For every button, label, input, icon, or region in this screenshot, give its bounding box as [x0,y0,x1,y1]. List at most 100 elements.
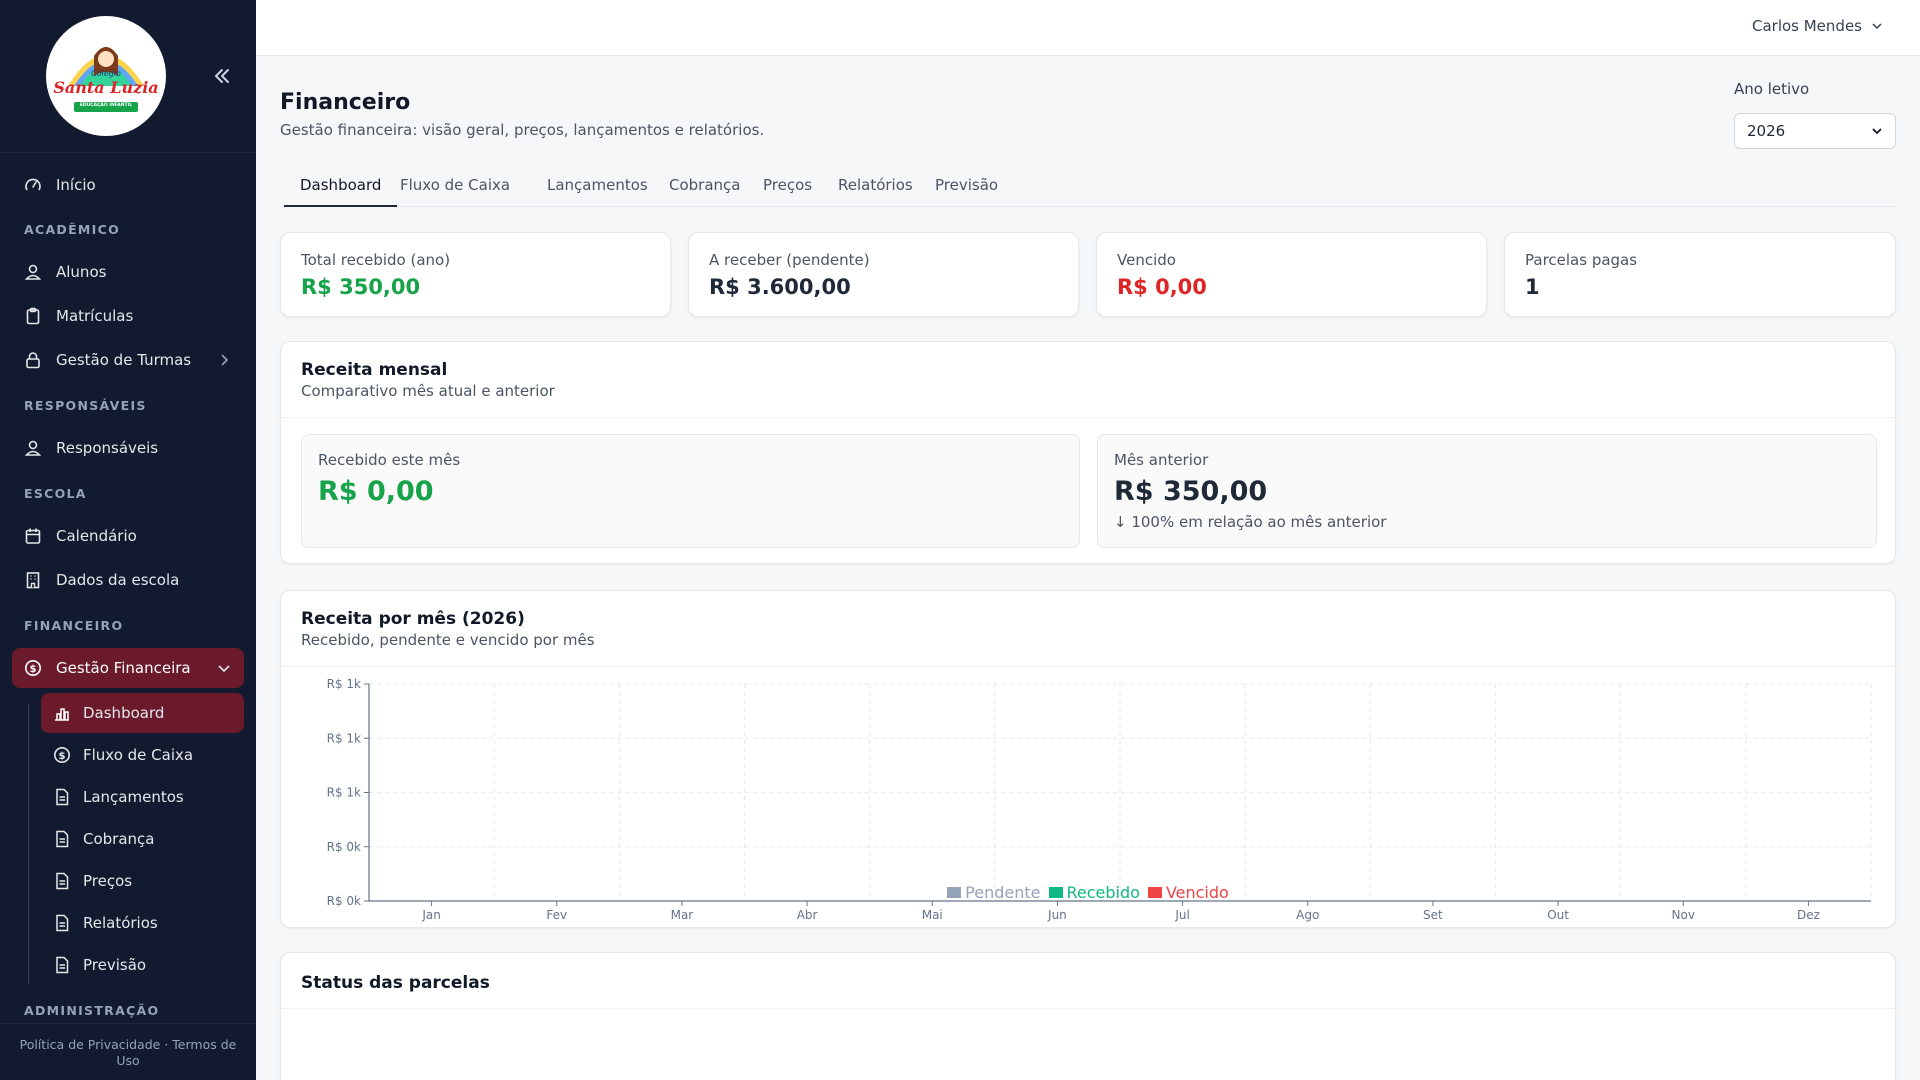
legend-item-vencido[interactable]: Vencido [1147,883,1229,902]
legend-item-recebido[interactable]: Recebido [1048,883,1140,902]
tab-relatorios[interactable]: Relatórios [838,176,913,194]
sidebar-subitem-dashboard[interactable]: Dashboard [41,693,244,733]
sidebar-subitem-lancamentos[interactable]: Lançamentos [41,777,244,817]
sidebar-item-matriculas[interactable]: Matrículas [12,296,244,336]
document-icon [53,830,71,848]
sidebar-subitem-label: Fluxo de Caixa [83,746,194,764]
kpi-label: Parcelas pagas [1525,251,1638,269]
privacy-link[interactable]: Política de Privacidade [19,1037,161,1052]
sidebar-item-label: Início [56,176,96,194]
user-name: Carlos Mendes [1751,17,1862,35]
card-title: Receita por mês (2026) [301,609,525,629]
x-tick-label: Nov [1672,908,1695,922]
sidebar-item-label: Gestão Financeira [56,659,191,677]
kpi-card-parcelas-pagas: Parcelas pagas 1 [1504,232,1896,317]
lock-icon [24,351,42,369]
card-subtitle: Recebido, pendente e vencido por mês [301,631,595,649]
tab-previsao[interactable]: Previsão [935,176,999,194]
sidebar-item-dados-escola[interactable]: Dados da escola [12,560,244,600]
y-tick-label: R$ 1k [327,731,361,745]
tab-dashboard[interactable]: Dashboard [284,174,398,207]
sidebar-item-gestao-financeira[interactable]: $ Gestão Financeira [12,648,244,688]
chevron-down-icon [1872,128,1882,135]
chevron-right-icon [216,352,232,368]
kpi-card-vencido: Vencido R$ 0,00 [1096,232,1487,317]
sidebar-subitem-relatorios[interactable]: Relatórios [41,903,244,943]
section-escola: ESCOLA [24,486,87,501]
x-tick-label: Dez [1797,908,1820,922]
legend-item-pendente[interactable]: Pendente [947,883,1041,902]
school-logo[interactable]: Colégio Santa Luzia EDUCAÇÃO INFANTIL [46,16,166,136]
document-icon [53,956,71,974]
sidebar-subitem-precos[interactable]: Preços [41,861,244,901]
clipboard-icon [24,307,42,325]
kpi-value: R$ 3.600,00 [709,275,851,299]
document-icon [53,914,71,932]
kpi-value: 1 [1525,275,1540,299]
user-icon [24,439,42,457]
tab-cobranca[interactable]: Cobrança [669,176,741,194]
tab-precos[interactable]: Preços [763,176,813,194]
sidebar-subitem-cobranca[interactable]: Cobrança [41,819,244,859]
chart-legend: Pendente Recebido Vencido [281,883,1895,902]
user-menu[interactable]: Carlos Mendes [1752,17,1884,35]
building-icon [24,571,42,589]
current-month-label: Recebido este mês [318,451,461,469]
previous-month-value: R$ 350,00 [1114,476,1268,507]
installment-status-card: Status das parcelas [280,952,1896,1080]
legend-swatch [947,887,962,898]
previous-month-box: Mês anterior R$ 350,00 ↓ 100% em relação… [1097,434,1877,548]
card-divider [281,417,1895,418]
sidebar-item-responsaveis[interactable]: Responsáveis [12,428,244,468]
y-tick-label: R$ 1k [327,677,361,691]
revenue-bar-chart: R$ 0k R$ 0k R$ 1k R$ 1k R$ 1k Jan Fev Mar Abr Mai… [327,677,1872,922]
x-tick-label: Ago [1296,908,1319,922]
year-select[interactable]: 2026 [1734,113,1896,149]
page-title: Financeiro [280,90,411,115]
x-tick-label: Jun [1047,908,1067,922]
section-financeiro: FINANCEIRO [24,618,124,633]
year-select-value: 2026 [1747,122,1786,140]
double-chevron-left-icon [215,69,229,83]
terms-link[interactable]: Termos de Uso [116,1037,237,1068]
sidebar-item-alunos[interactable]: Alunos [12,252,244,292]
x-tick-label: Jul [1174,908,1189,922]
collapse-sidebar-button[interactable] [212,64,232,88]
document-icon [53,872,71,890]
sidebar-header: Colégio Santa Luzia EDUCAÇÃO INFANTIL [0,0,256,153]
logo-emblem-icon [48,18,164,134]
tab-fluxo-caixa[interactable]: Fluxo de Caixa [400,176,511,194]
current-month-value: R$ 0,00 [318,476,434,507]
x-tick-label: Mai [922,908,943,922]
sidebar-item-gestao-turmas[interactable]: Gestão de Turmas [12,340,244,380]
section-responsaveis: RESPONSÁVEIS [24,398,147,413]
x-tick-label: Jan [421,908,441,922]
logo-text-santa-luzia: Santa Luzia [53,78,159,97]
card-divider [281,1008,1895,1009]
dollar-circle-icon: $ [24,659,42,677]
calendar-icon [24,527,42,545]
y-tick-label: R$ 0k [327,894,361,908]
sidebar-item-inicio[interactable]: Início [12,165,244,205]
chevron-down-icon [1872,23,1882,30]
x-tick-label: Set [1423,908,1443,922]
sidebar-item-label: Gestão de Turmas [56,351,192,369]
sidebar-subitem-fluxo-caixa[interactable]: $ Fluxo de Caixa [41,735,244,775]
section-academico: ACADÊMICO [24,222,121,237]
y-tick-label: R$ 1k [327,786,361,800]
legend-label: Vencido [1165,883,1229,902]
document-icon [53,788,71,806]
sidebar-item-label: Responsáveis [56,439,159,457]
sidebar-subitem-label: Relatórios [83,914,158,932]
sidebar-item-label: Calendário [56,527,137,545]
logo-text-educacao: EDUCAÇÃO INFANTIL [79,103,133,108]
x-tick-label: Fev [546,908,567,922]
sidebar-item-calendario[interactable]: Calendário [12,516,244,556]
legend-label: Recebido [1066,883,1140,902]
card-divider [281,666,1895,667]
y-tick-label: R$ 0k [327,840,361,854]
dollar-circle-icon: $ [53,746,71,764]
sidebar-subitem-previsao[interactable]: Previsão [41,945,244,985]
tab-lancamentos[interactable]: Lançamentos [547,176,648,194]
revenue-chart-card: Receita por mês (2026) Recebido, pendent… [280,590,1896,928]
